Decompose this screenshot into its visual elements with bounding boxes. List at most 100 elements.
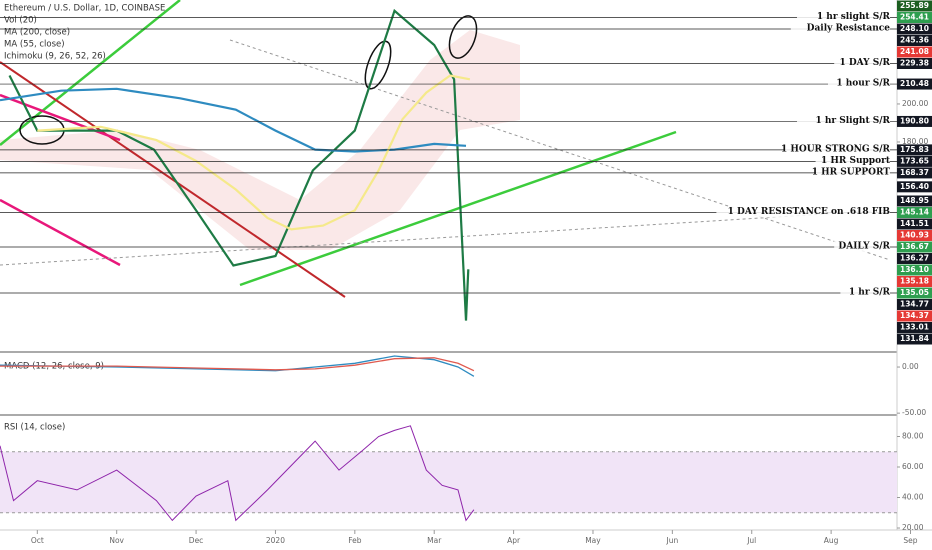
- price-tag-label: 248.10: [900, 24, 929, 33]
- price-tag: [897, 252, 932, 264]
- price-tag: [897, 155, 932, 167]
- ichimoku-cloud: [0, 30, 520, 250]
- price-tag: [897, 181, 932, 193]
- annotation-bg: [815, 166, 890, 178]
- price-tag-label: 210.48: [900, 79, 929, 88]
- annotation: 1 hr S/R: [849, 287, 891, 297]
- series-line: [0, 425, 475, 522]
- price-tag-label: 156.40: [900, 182, 929, 191]
- drawings: [0, 0, 932, 531]
- price-tag-label: 136.67: [900, 242, 929, 251]
- price-tag: [897, 115, 932, 127]
- price-tag: [897, 310, 932, 322]
- annotation-bg: [840, 286, 890, 298]
- price-tag: [897, 321, 932, 333]
- price-tag: [897, 241, 932, 253]
- ellipse: [448, 15, 478, 59]
- annotation-bg: [797, 11, 890, 23]
- annotation: 1 HOUR STRONG S/R: [781, 144, 891, 154]
- price-tag-label: 134.77: [900, 299, 929, 308]
- price-tag-label: 229.38: [900, 59, 929, 68]
- series-line: [0, 355, 475, 377]
- trend-line: [0, 0, 181, 146]
- series-line: [0, 87, 467, 153]
- fib-line: [229, 39, 891, 261]
- x-tick-label: Nov: [109, 536, 124, 545]
- price-tag-label: 148.95: [900, 196, 929, 205]
- y-tick-label: 60.00: [902, 462, 924, 471]
- x-tick-label: Sep: [903, 536, 917, 545]
- annotation-bg: [790, 23, 890, 34]
- price-tag: [897, 167, 932, 179]
- indicator-label: Ichimoku (9, 26, 52, 26): [4, 52, 106, 62]
- annotation-bg: [828, 78, 890, 90]
- annotation: 1 DAY RESISTANCE on .618 FIB: [728, 207, 891, 217]
- x-tick-label: Apr: [507, 536, 521, 545]
- trend-line: [0, 198, 121, 267]
- price-tag-label: 245.36: [900, 36, 929, 45]
- price-tag-label: 135.05: [900, 288, 929, 297]
- price-tag: [897, 195, 932, 207]
- indicator-label: MA (200, close): [4, 28, 70, 38]
- x-tick-label: Aug: [824, 536, 839, 545]
- indicator-label: Vol (20): [4, 16, 37, 26]
- price-tag: [897, 218, 932, 230]
- trend-line: [239, 130, 677, 287]
- price-tag-label: 141.51: [900, 219, 929, 228]
- y-tick-label: 180.00: [902, 137, 928, 146]
- x-tick-label: Oct: [31, 536, 44, 545]
- annotation: 1 hour S/R: [836, 79, 890, 89]
- annotation: DAILY S/R: [838, 241, 890, 251]
- pane-title: RSI (14, close): [4, 423, 65, 433]
- x-tick-label: Dec: [189, 536, 204, 545]
- price-tag: [897, 229, 932, 241]
- x-tick-label: May: [585, 536, 601, 545]
- chart-title: Ethereum / U.S. Dollar, 1D, COINBASE: [4, 4, 165, 14]
- annotation-bg: [834, 240, 890, 252]
- price-tag-label: 145.14: [900, 207, 929, 216]
- price-tag: [897, 275, 932, 287]
- price-tag: [897, 144, 932, 156]
- price-tag-label: 241.08: [900, 47, 929, 56]
- annotation: 1 HR Support: [821, 156, 891, 166]
- y-tick-label: 40.00: [902, 493, 924, 502]
- y-tick-label: 200.00: [902, 99, 928, 108]
- indicator-label: MA (55, close): [4, 40, 65, 50]
- price-tag-label: 133.01: [900, 322, 929, 331]
- price-tag: [897, 264, 932, 276]
- price-tag-label: 136.10: [900, 265, 929, 274]
- y-tick-label: 20.00: [902, 523, 924, 532]
- annotation-bg: [784, 143, 890, 155]
- x-tick-label: Jul: [746, 536, 756, 545]
- fib-line: [0, 209, 891, 266]
- annotation-bg: [815, 155, 890, 167]
- rsi-band: [0, 451, 897, 513]
- annotation-bg: [797, 115, 890, 127]
- price-tag-label: 136.27: [900, 253, 929, 262]
- series-line: [8, 8, 470, 321]
- annotation-bg: [716, 206, 890, 218]
- price-tag: [897, 206, 932, 218]
- x-tick-label: 2020: [266, 536, 285, 545]
- price-tag: [897, 298, 932, 310]
- price-tag: [897, 333, 932, 345]
- price-tag: [897, 46, 932, 58]
- y-tick-label: 0.00: [902, 362, 919, 371]
- price-tag-label: 131.84: [900, 334, 929, 343]
- price-tag-label: 134.37: [900, 311, 929, 320]
- annotation: Daily Resistance: [807, 24, 891, 34]
- price-tag-label: 168.37: [900, 168, 929, 177]
- series-line: [37, 74, 471, 231]
- y-tick-label: -50.00: [902, 408, 926, 417]
- price-tag-label: 140.93: [900, 230, 929, 239]
- price-tag: [897, 23, 932, 35]
- price-tag-label: 255.89: [900, 1, 929, 10]
- x-tick-label: Feb: [348, 536, 362, 545]
- annotation: 1 HR SUPPORT: [812, 167, 891, 177]
- price-tag-label: 175.83: [900, 145, 929, 154]
- price-tag: [897, 287, 932, 299]
- trend-line: [0, 93, 121, 142]
- annotation: 1 hr slight S/R: [817, 12, 891, 22]
- price-tag-label: 254.41: [900, 13, 929, 22]
